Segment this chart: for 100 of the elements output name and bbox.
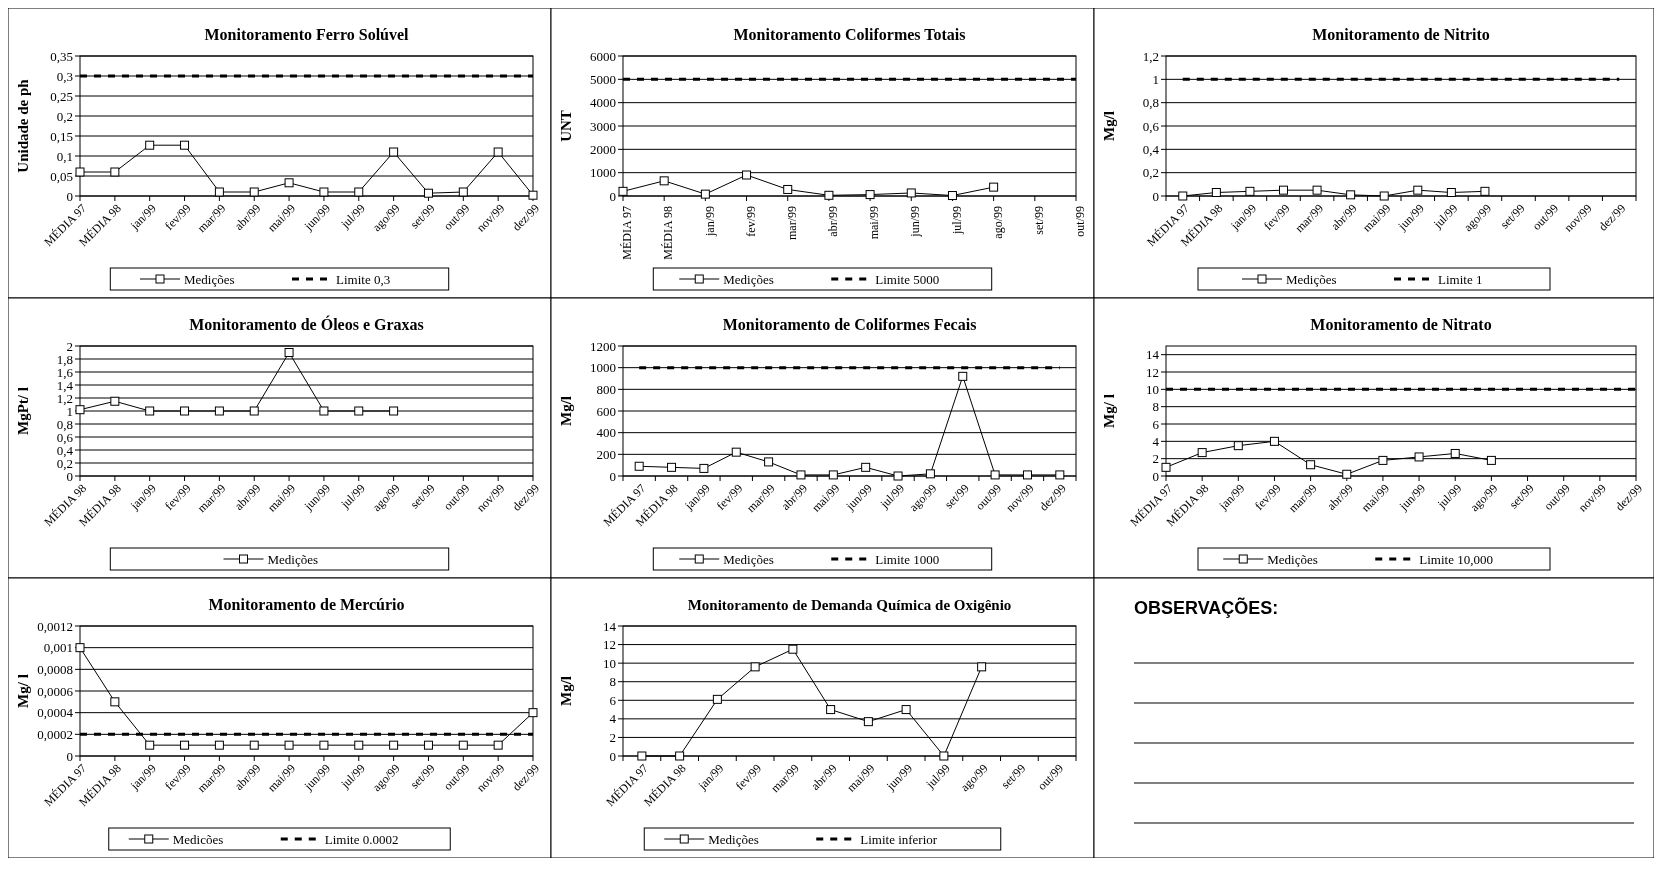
point <box>1055 470 1065 480</box>
legend-label: Limite inferior <box>860 831 938 847</box>
y-tick-label: 0,0002 <box>37 726 73 742</box>
y-tick-label: 0,0004 <box>37 705 74 721</box>
point <box>528 708 538 718</box>
legend-label: Limite 1 <box>1438 271 1483 287</box>
point <box>249 740 259 750</box>
legend-label: Medições <box>267 551 319 567</box>
y-tick-label: 0,6 <box>1142 118 1160 134</box>
point <box>1342 469 1352 479</box>
point <box>634 461 644 471</box>
point <box>1414 452 1424 462</box>
y-tick-label: 600 <box>596 403 616 419</box>
point <box>750 662 760 672</box>
y-tick-label: 1000 <box>590 165 616 181</box>
point <box>958 371 968 381</box>
chart-title: Monitoramento de Demanda Química de Oxigênio <box>687 597 1012 613</box>
y-tick-label: 0,1 <box>56 148 73 164</box>
x-tick-label: mai/99 <box>867 206 882 240</box>
legend-label: Limite 0.0002 <box>324 831 399 847</box>
x-tick-label: ago/99 <box>990 206 1005 239</box>
point <box>989 182 999 192</box>
point <box>145 406 155 416</box>
x-tick-label: MÉDIA 97 <box>620 206 635 260</box>
chart-title: Monitoramento de Nitrato <box>1310 316 1492 333</box>
y-tick-label: 1,2 <box>1142 48 1159 64</box>
point <box>865 190 875 200</box>
y-tick-label: 6 <box>609 692 617 708</box>
point <box>389 406 399 416</box>
point <box>180 406 190 416</box>
y-tick-label: 0 <box>609 188 616 204</box>
point <box>1022 470 1032 480</box>
x-tick-label: out/99 <box>1073 206 1088 237</box>
y-axis-title: MgPt/ l <box>15 387 31 435</box>
x-tick-label: jul/99 <box>949 206 964 236</box>
y-tick-label: 0,15 <box>50 128 73 144</box>
point <box>1306 460 1316 470</box>
point <box>731 447 741 457</box>
point <box>700 189 710 199</box>
y-tick-label: 200 <box>596 446 616 462</box>
point <box>990 470 1000 480</box>
x-tick-label: fev/99 <box>743 206 758 237</box>
point <box>354 187 364 197</box>
point <box>1486 455 1496 465</box>
point <box>110 167 120 177</box>
y-tick-label: 2 <box>609 729 616 745</box>
legend-label: Medições <box>1267 551 1318 567</box>
y-tick-label: 0,8 <box>1142 95 1159 111</box>
y-tick-label: 8 <box>1152 399 1159 415</box>
point <box>389 147 399 157</box>
y-tick-label: 10 <box>1146 381 1159 397</box>
point <box>939 751 949 761</box>
legend-label: Limite 5000 <box>875 271 940 287</box>
chart-title: Monitoramento de Óleos e Graxas <box>189 315 424 333</box>
point <box>354 740 364 750</box>
point <box>667 462 677 472</box>
x-tick-label: jun/99 <box>908 206 923 238</box>
x-tick-label: set/99 <box>1032 206 1047 235</box>
y-axis-title: Unidade de ph <box>15 78 31 173</box>
point <box>284 740 294 750</box>
point <box>947 191 957 201</box>
point <box>699 463 709 473</box>
y-tick-label: 14 <box>603 618 617 634</box>
x-tick-label: mar/99 <box>784 206 799 240</box>
point <box>458 187 468 197</box>
y-tick-label: 5000 <box>590 71 616 87</box>
point <box>796 470 806 480</box>
point <box>354 406 364 416</box>
point <box>659 176 669 186</box>
point <box>861 462 871 472</box>
point <box>637 751 647 761</box>
point <box>901 705 911 715</box>
y-tick-label: 0,05 <box>50 168 73 184</box>
legend-label: Limite 10,000 <box>1419 551 1493 567</box>
y-tick-label: 12 <box>603 637 616 653</box>
point <box>675 751 685 761</box>
point <box>826 705 836 715</box>
legend-label: Medições <box>708 831 759 847</box>
y-tick-label: 0 <box>609 748 616 764</box>
legend-label: Medições <box>1286 271 1337 287</box>
y-tick-label: 0,4 <box>1142 141 1160 157</box>
chart-title: Monitoramento de Coliformes Fecais <box>722 316 977 333</box>
y-axis-title: Mg/ l <box>1101 394 1117 428</box>
point <box>145 740 155 750</box>
y-tick-label: 0 <box>1152 188 1159 204</box>
point <box>284 348 294 357</box>
point <box>423 188 433 198</box>
point <box>712 694 722 704</box>
point <box>319 740 329 750</box>
point <box>1197 448 1207 458</box>
point <box>214 187 224 197</box>
y-tick-label: 0,0008 <box>37 661 73 677</box>
y-tick-label: 0 <box>609 468 616 484</box>
y-tick-label: 10 <box>603 655 616 671</box>
y-tick-label: 2000 <box>590 141 616 157</box>
point <box>145 140 155 150</box>
point <box>788 644 798 654</box>
y-tick-label: 6000 <box>590 48 616 64</box>
point <box>493 740 503 750</box>
point <box>893 471 903 481</box>
